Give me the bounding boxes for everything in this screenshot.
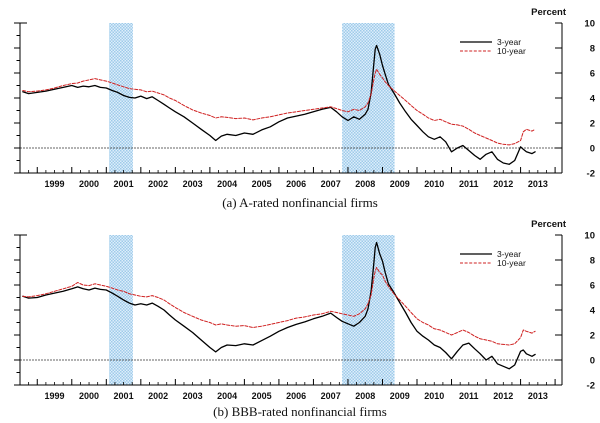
x-tick-label: 2001 bbox=[114, 179, 134, 189]
x-tick-label: 2008 bbox=[355, 391, 375, 401]
y-tick-label: -2 bbox=[587, 169, 595, 180]
legend-label-10-year: 10-year bbox=[497, 46, 526, 56]
y-tick-label: 0 bbox=[590, 144, 595, 155]
x-tick-label: 1999 bbox=[45, 391, 65, 401]
y-tick-label: 10 bbox=[584, 231, 595, 242]
x-tick-label: 2012 bbox=[493, 179, 513, 189]
series-3-year-line bbox=[22, 241, 536, 370]
y-tick-label: 8 bbox=[590, 256, 595, 267]
x-tick-label: 2010 bbox=[424, 179, 444, 189]
x-tick-label: 2002 bbox=[148, 179, 168, 189]
x-tick-label: 2013 bbox=[528, 179, 548, 189]
x-tick-label: 2005 bbox=[252, 391, 272, 401]
y-tick-label: 6 bbox=[590, 69, 595, 80]
y-tick-label: 10 bbox=[584, 19, 595, 30]
percent-axis-label: Percent bbox=[531, 219, 567, 230]
x-tick-label: 2011 bbox=[459, 179, 479, 189]
x-tick-label: 2004 bbox=[217, 391, 237, 401]
chart-a-rated: 1999 2000 2001 2002 2003 2004 2005 2006 2007 2008… bbox=[14, 7, 596, 189]
y-tick-label: 2 bbox=[590, 119, 595, 130]
x-tick-label: 2012 bbox=[493, 391, 513, 401]
x-tick-label: 2005 bbox=[252, 179, 272, 189]
x-tick-label: 2006 bbox=[286, 179, 306, 189]
series-10-year-line bbox=[22, 267, 536, 346]
y-tick-label: 2 bbox=[590, 331, 595, 342]
recession-band bbox=[342, 23, 395, 173]
chart-b-caption: (b) BBB-rated nonfinancial firms bbox=[213, 404, 387, 419]
recession-band bbox=[109, 23, 133, 173]
x-tick-label: 2002 bbox=[148, 391, 168, 401]
legend-label-3-year: 3-year bbox=[497, 249, 521, 259]
x-tick-label: 2003 bbox=[183, 179, 203, 189]
percent-axis-label: Percent bbox=[531, 7, 567, 18]
x-tick-label: 2004 bbox=[217, 179, 237, 189]
x-tick-label: 2007 bbox=[321, 391, 341, 401]
y-tick-label: 0 bbox=[590, 356, 595, 367]
x-tick-label: 2007 bbox=[321, 179, 341, 189]
x-tick-label: 2011 bbox=[459, 391, 479, 401]
y-tick-label: 4 bbox=[590, 94, 596, 105]
x-tick-label: 2003 bbox=[183, 391, 203, 401]
x-tick-label: 2008 bbox=[355, 179, 375, 189]
series-10-year-line bbox=[22, 68, 536, 146]
x-tick-label: 2013 bbox=[528, 391, 548, 401]
recession-band bbox=[342, 235, 395, 385]
legend-label-3-year: 3-year bbox=[497, 37, 521, 47]
recession-band bbox=[109, 235, 133, 385]
legend-label-10-year: 10-year bbox=[497, 258, 526, 268]
x-tick-label: 1999 bbox=[45, 179, 65, 189]
x-tick-label: 2000 bbox=[79, 391, 99, 401]
chart-a-caption: (a) A-rated nonfinancial firms bbox=[222, 195, 378, 210]
y-tick-label: 4 bbox=[590, 306, 596, 317]
y-tick-label: 8 bbox=[590, 44, 595, 55]
x-tick-label: 2006 bbox=[286, 391, 306, 401]
x-tick-label: 2000 bbox=[79, 179, 99, 189]
y-tick-label: -2 bbox=[587, 381, 595, 392]
chart-bbb-rated: 1999 2000 2001 2002 2003 2004 2005 2006 2007 2008… bbox=[14, 219, 596, 401]
x-tick-label: 2010 bbox=[424, 391, 444, 401]
series-3-year-line bbox=[22, 44, 536, 165]
x-tick-label: 2009 bbox=[390, 179, 410, 189]
x-tick-label: 2001 bbox=[114, 391, 134, 401]
y-tick-label: 6 bbox=[590, 281, 595, 292]
x-tick-label: 2009 bbox=[390, 391, 410, 401]
